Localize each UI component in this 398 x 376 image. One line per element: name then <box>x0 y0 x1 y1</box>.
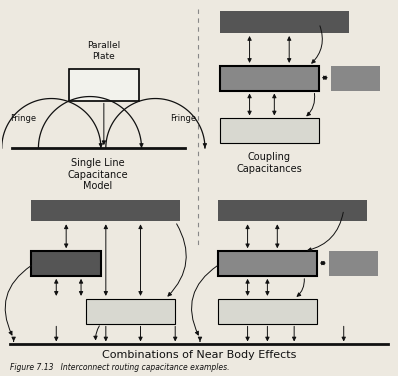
Text: Parallel
Plate: Parallel Plate <box>87 41 121 61</box>
Bar <box>69 69 139 100</box>
Bar <box>220 11 349 33</box>
Bar <box>218 251 317 276</box>
Bar <box>218 200 367 221</box>
Bar <box>220 118 319 143</box>
Bar <box>331 66 380 91</box>
Bar <box>218 299 317 323</box>
Bar <box>220 66 319 91</box>
Text: Fringe: Fringe <box>10 114 37 123</box>
Bar <box>31 251 101 276</box>
Text: Figure 7.13   Interconnect routing capacitance examples.: Figure 7.13 Interconnect routing capacit… <box>10 363 229 372</box>
Bar <box>31 200 180 221</box>
Text: Fringe: Fringe <box>170 114 196 123</box>
Bar <box>86 299 175 323</box>
Text: Combinations of Near Body Effects: Combinations of Near Body Effects <box>102 350 296 360</box>
Bar <box>329 251 378 276</box>
Text: Single Line
Capacitance
Model: Single Line Capacitance Model <box>68 158 128 191</box>
Text: Coupling
Capacitances: Coupling Capacitances <box>236 152 302 174</box>
